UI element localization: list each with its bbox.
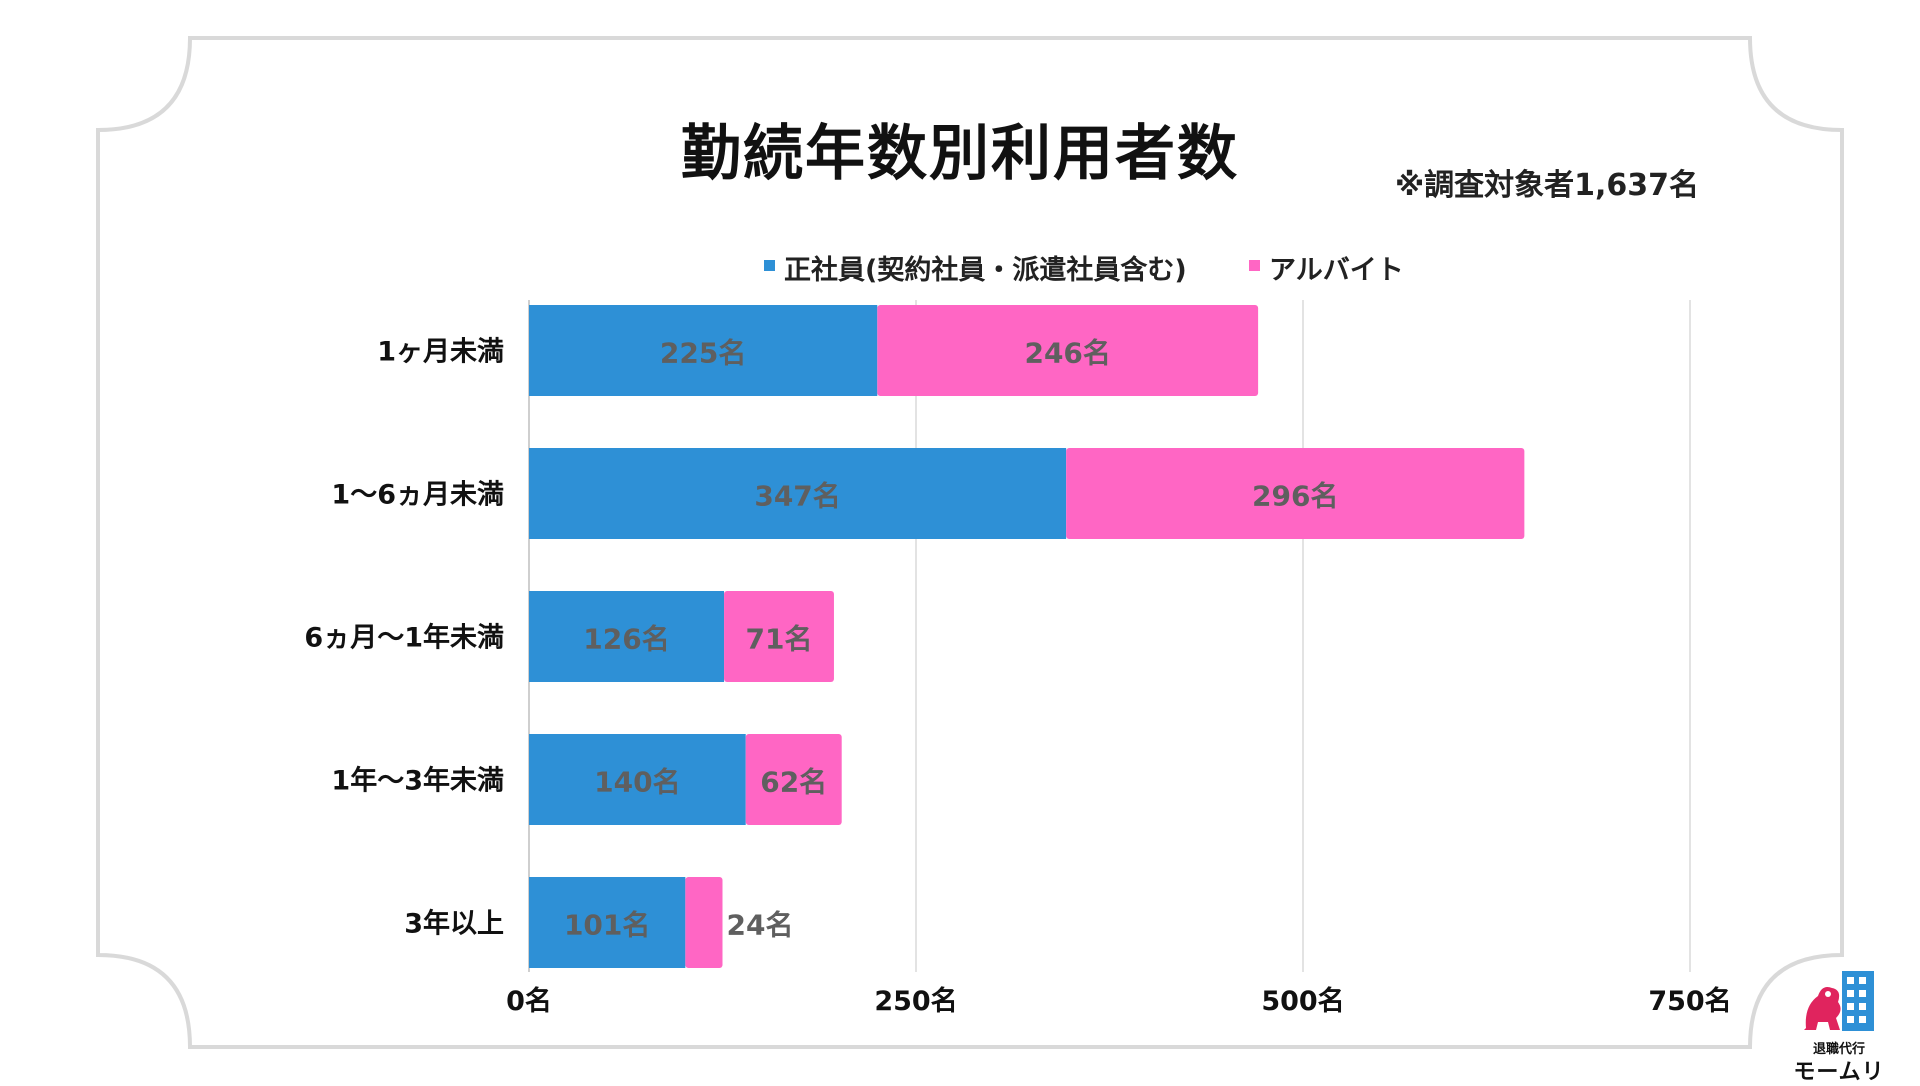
- chart-title: 勤続年数別利用者数: [681, 119, 1239, 189]
- data-label: 347名: [754, 480, 840, 513]
- x-tick-label: 750名: [1648, 985, 1731, 1017]
- category-label: 3年以上: [404, 908, 504, 940]
- category-label: 1〜6ヵ月未満: [331, 480, 504, 511]
- bar-segment: [529, 877, 686, 968]
- data-label: 126名: [583, 623, 669, 656]
- x-tick-label: 250名: [874, 985, 957, 1017]
- legend-label-parttime: アルバイト: [1269, 255, 1404, 286]
- data-label: 246名: [1024, 337, 1110, 370]
- category-label: 1ヶ月未満: [377, 337, 504, 368]
- data-label: 71名: [746, 623, 813, 656]
- legend-swatch-parttime: [1249, 260, 1260, 271]
- logo-text-line2: モームリ: [1793, 1060, 1885, 1085]
- data-labels: 225名 246名 347名 296名 126名 71名 140名 62名 101名 24名: [564, 337, 1339, 942]
- logo-text-line1: 退職代行: [1812, 1042, 1865, 1057]
- category-labels: 1ヶ月未満 1〜6ヵ月未満 6ヵ月〜1年未満 1年〜3年未満 3年以上: [304, 337, 504, 940]
- bars: [529, 305, 1525, 968]
- legend-label-fulltime: 正社員(契約社員・派遣社員含む): [784, 255, 1187, 286]
- x-tick-label: 500名: [1261, 985, 1344, 1017]
- logo-mark-icon: [1804, 971, 1874, 1031]
- logo: 退職代行 モームリ: [1784, 966, 1894, 1085]
- data-label: 225名: [660, 337, 746, 370]
- x-tick-labels: 0名 250名 500名 750名: [506, 985, 1732, 1017]
- survey-note: ※調査対象者1,637名: [1395, 168, 1700, 203]
- bar-segment: [1066, 448, 1525, 539]
- bar-segment: [877, 305, 1259, 396]
- data-label: 24名: [727, 909, 794, 942]
- data-label: 101名: [564, 909, 650, 942]
- bar-segment: [745, 734, 842, 825]
- bar-segment: [529, 734, 746, 825]
- category-label: 6ヵ月〜1年未満: [304, 622, 504, 654]
- bar-segment: [685, 877, 723, 968]
- bar-segment: [529, 591, 725, 682]
- bar-segment: [529, 448, 1067, 539]
- bar-segment: [724, 591, 834, 682]
- category-label: 1年〜3年未満: [331, 765, 504, 797]
- data-label: 62名: [760, 766, 827, 799]
- bar-segment: [529, 305, 878, 396]
- x-tick-label: 0名: [506, 985, 552, 1017]
- data-label: 296名: [1252, 480, 1338, 513]
- legend-swatch-fulltime: [764, 260, 775, 271]
- data-label: 140名: [594, 766, 680, 799]
